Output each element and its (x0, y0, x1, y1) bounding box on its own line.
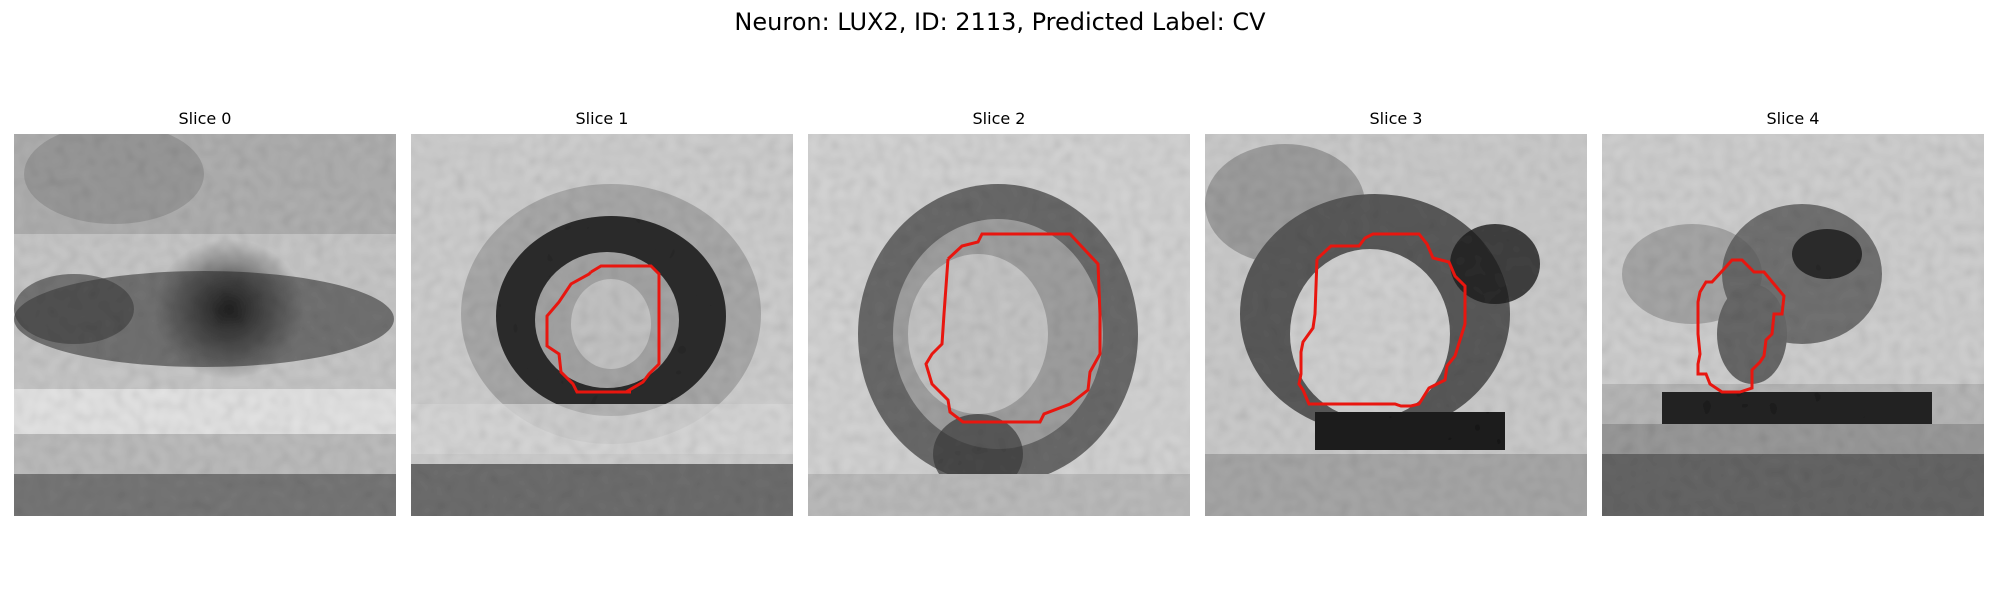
slice-image-1 (411, 134, 793, 516)
contour-2 (924, 232, 1102, 424)
slice-title-2: Slice 2 (972, 109, 1026, 128)
slice-image-4 (1602, 134, 1984, 516)
slice-panel-4: Slice 4 (1602, 108, 1984, 516)
figure-title: Neuron: LUX2, ID: 2113, Predicted Label:… (734, 8, 1266, 36)
contour-1 (545, 264, 661, 394)
slice-panel-3: Slice 3 (1205, 108, 1587, 516)
slice-panel-2: Slice 2 (808, 108, 1190, 516)
slice-image-2 (808, 134, 1190, 516)
slice-title-0: Slice 0 (178, 109, 232, 128)
contour-4 (1696, 258, 1786, 394)
slice-image-3 (1205, 134, 1587, 516)
slice-panel-0: Slice 0 (14, 108, 396, 516)
slice-title-4: Slice 4 (1766, 109, 1820, 128)
slice-title-3: Slice 3 (1369, 109, 1423, 128)
slice-title-1: Slice 1 (575, 109, 629, 128)
contour-3 (1297, 232, 1467, 408)
slice-panel-1: Slice 1 (411, 108, 793, 516)
slice-image-0 (14, 134, 396, 516)
